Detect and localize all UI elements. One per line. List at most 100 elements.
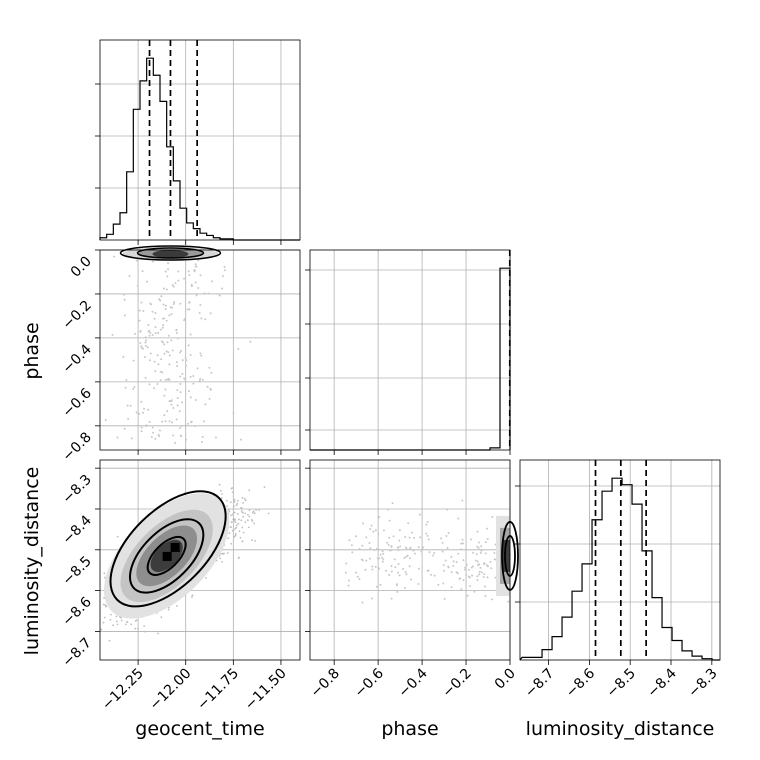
scatter-point <box>427 538 430 541</box>
scatter-point <box>187 422 190 425</box>
scatter-point <box>189 375 192 378</box>
scatter-point <box>397 563 400 566</box>
scatter-point <box>203 420 206 423</box>
scatter-point <box>239 536 242 539</box>
scatter-point <box>159 328 162 331</box>
scatter-point <box>381 556 384 559</box>
scatter-point <box>170 339 173 342</box>
scatter-point <box>361 522 364 525</box>
xlabel-luminosity-distance: luminosity_distance <box>526 718 715 740</box>
scatter-point <box>390 597 393 600</box>
scatter-point <box>178 351 181 354</box>
scatter-point <box>178 410 181 413</box>
scatter-point <box>378 515 381 518</box>
scatter-point <box>244 512 247 515</box>
scatter-point <box>176 337 179 340</box>
scatter-point <box>171 349 174 352</box>
scatter-point <box>183 377 186 380</box>
scatter-point <box>484 595 487 598</box>
ytick-label-phase: 0.0 <box>68 254 95 281</box>
scatter-point <box>387 508 390 511</box>
scatter-point <box>369 527 372 530</box>
scatter-point <box>369 547 372 550</box>
scatter-point <box>148 334 151 337</box>
scatter-point <box>181 372 184 375</box>
scatter-point <box>116 436 119 439</box>
scatter-point <box>457 517 460 520</box>
scatter-point <box>146 346 149 349</box>
scatter-point <box>226 552 229 554</box>
scatter-point <box>100 628 103 631</box>
scatter-point <box>482 563 485 566</box>
scatter-point <box>254 540 257 542</box>
scatter-point <box>191 594 194 597</box>
scatter-point <box>138 319 141 322</box>
contour-line <box>119 245 222 261</box>
scatter-point <box>432 554 435 557</box>
scatter-point <box>391 502 394 505</box>
scatter-point <box>388 573 391 576</box>
scatter-point <box>378 557 381 560</box>
xlabel-geocent-time: geocent_time <box>135 718 264 740</box>
scatter-point <box>239 438 242 441</box>
scatter-point <box>263 486 266 489</box>
scatter-point <box>109 618 112 621</box>
scatter-point <box>486 537 489 540</box>
scatter-point <box>232 505 235 508</box>
scatter-point <box>126 404 129 407</box>
scatter-point <box>199 274 202 277</box>
scatter-point <box>405 573 408 576</box>
scatter-point <box>187 390 190 393</box>
scatter-point <box>183 277 186 280</box>
scatter-point <box>407 522 410 525</box>
scatter-point <box>393 558 396 561</box>
scatter-point <box>441 550 444 553</box>
scatter-point <box>209 312 212 315</box>
scatter-point <box>164 420 167 423</box>
scatter-point <box>197 286 200 289</box>
density-peak <box>170 542 180 552</box>
scatter-point <box>398 539 401 542</box>
scatter-point <box>175 332 178 335</box>
scatter-point <box>241 496 244 499</box>
scatter-point <box>253 512 256 515</box>
scatter-point <box>475 553 478 556</box>
scatter-point <box>469 585 472 588</box>
scatter-point <box>465 563 468 566</box>
scatter-point <box>159 299 162 302</box>
scatter-point <box>450 571 453 574</box>
scatter-point <box>405 548 408 551</box>
scatter-point <box>170 313 173 316</box>
scatter-point <box>441 541 444 544</box>
scatter-point <box>171 284 174 287</box>
scatter-point <box>228 532 231 535</box>
panel-phase-distance-frame <box>309 459 511 661</box>
scatter-point <box>116 620 118 623</box>
scatter-point <box>183 319 186 322</box>
scatter-point <box>460 542 463 545</box>
scatter-point <box>124 623 127 626</box>
scatter-point <box>242 515 244 518</box>
scatter-point <box>244 521 247 524</box>
scatter-point <box>233 500 236 503</box>
scatter-point <box>172 303 175 306</box>
scatter-point <box>418 513 421 516</box>
scatter-point <box>167 334 170 337</box>
scatter-point <box>248 509 251 512</box>
scatter-point <box>242 511 244 514</box>
scatter-point <box>231 513 234 516</box>
scatter-point <box>140 400 143 403</box>
scatter-point <box>258 509 260 511</box>
scatter-point <box>344 571 347 574</box>
scatter-point <box>123 293 126 296</box>
hist-luminosity_distance-step <box>519 477 720 661</box>
scatter-point <box>130 437 133 440</box>
scatter-point <box>476 530 479 533</box>
scatter-point <box>189 354 192 357</box>
scatter-point <box>200 441 203 444</box>
xtick-label-phase: −0.8 <box>308 666 343 701</box>
scatter-point <box>168 363 171 366</box>
scatter-point <box>251 539 253 542</box>
scatter-point <box>110 613 112 616</box>
xtick-label-phase: 0.0 <box>492 666 519 693</box>
